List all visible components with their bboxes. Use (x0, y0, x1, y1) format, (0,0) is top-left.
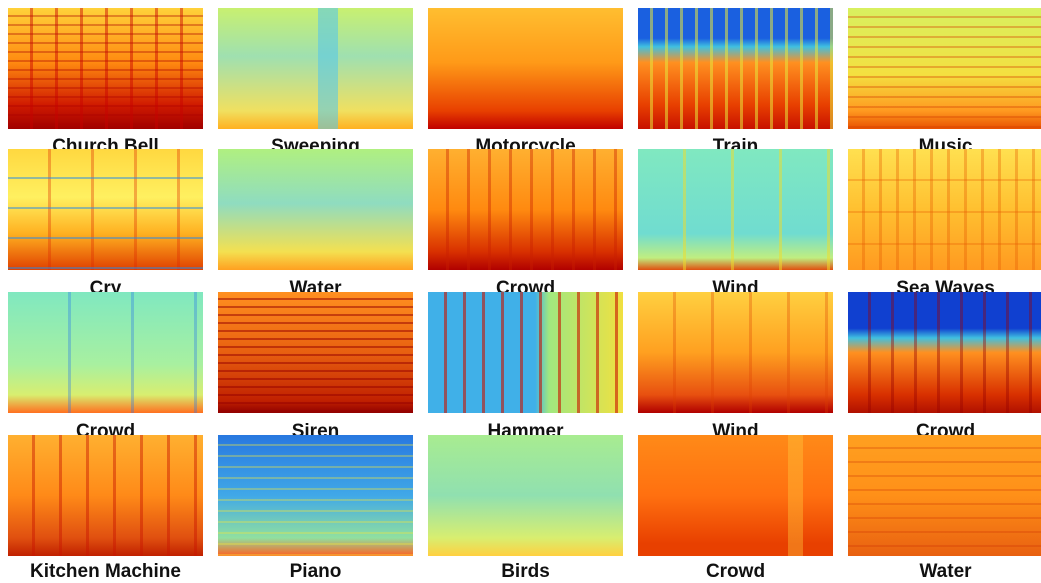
tile-label: Crowd (628, 561, 843, 583)
spectrogram-image (428, 292, 623, 413)
spectrogram-image (638, 8, 833, 129)
spectrogram-image (848, 292, 1041, 413)
spectrogram-image (428, 8, 623, 129)
spectrogram-image (8, 149, 203, 270)
tile-label: Water (838, 561, 1041, 583)
spectrogram-image (218, 8, 413, 129)
spectrogram-image (428, 435, 623, 556)
spectrogram-image (8, 435, 203, 556)
spectrogram-image (848, 8, 1041, 129)
tile-label: Kitchen Machine (0, 561, 213, 583)
spectrogram-image (848, 435, 1041, 556)
spectrogram-image (638, 292, 833, 413)
spectrogram-image (638, 149, 833, 270)
tile-label: Piano (208, 561, 423, 583)
spectrogram-image (8, 8, 203, 129)
spectrogram-image (8, 292, 203, 413)
spectrogram-image (638, 435, 833, 556)
spectrogram-image (848, 149, 1041, 270)
figure: Church BellSweepingMotorcycleTrainMusicC… (0, 0, 1041, 583)
spectrogram-image (428, 149, 623, 270)
spectrogram-image (218, 435, 413, 556)
spectrogram-image (218, 292, 413, 413)
spectrogram-image (218, 149, 413, 270)
tile-label: Birds (418, 561, 633, 583)
